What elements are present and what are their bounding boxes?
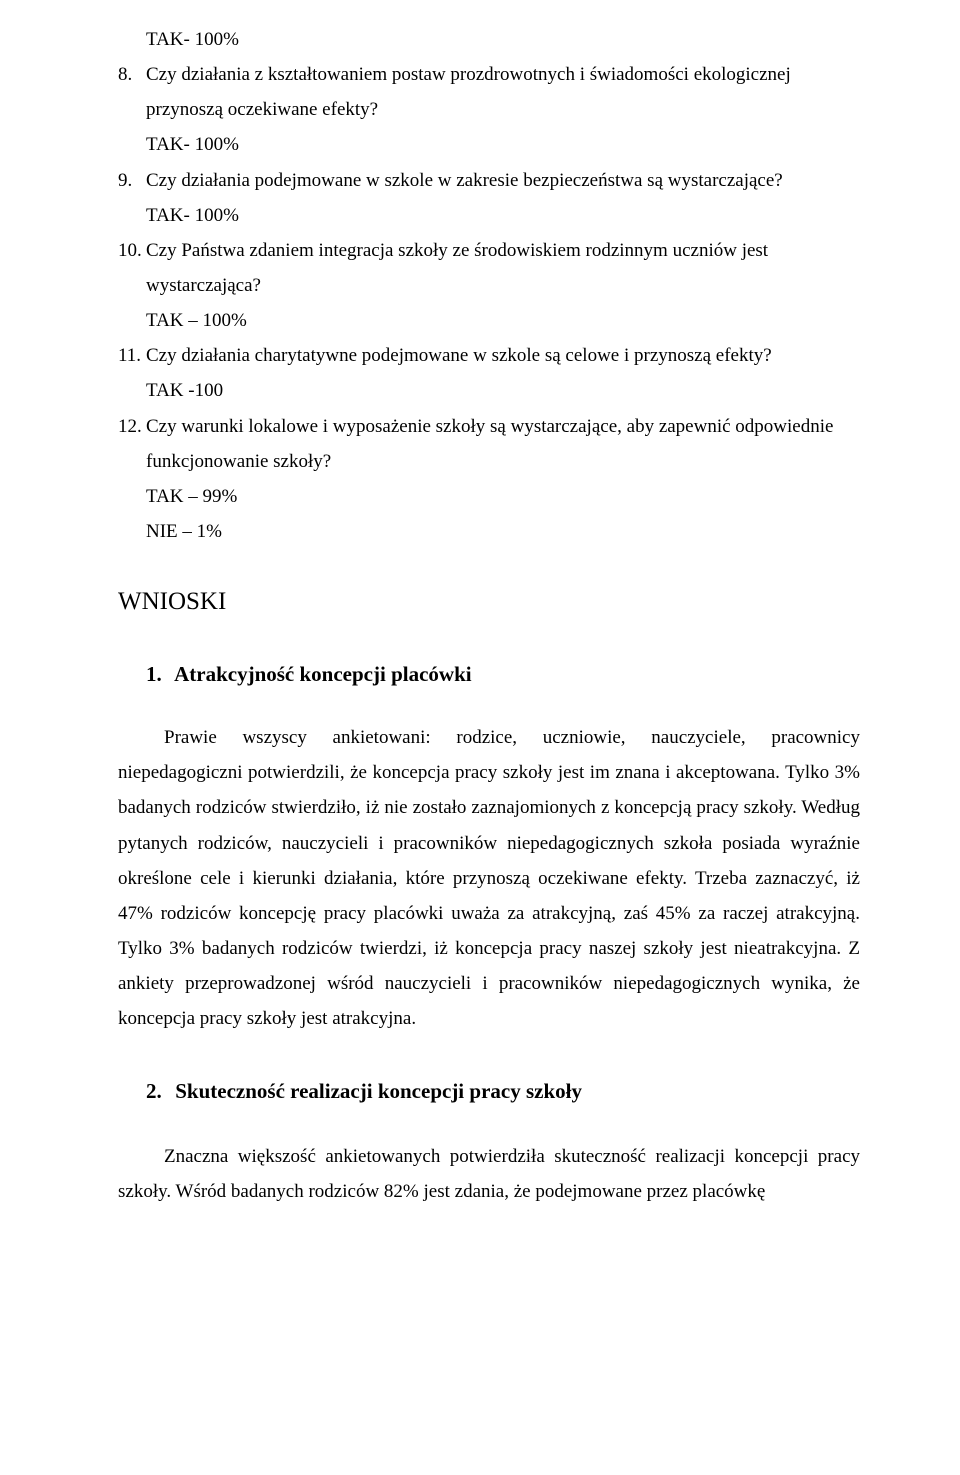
section-1-title: Atrakcyjność koncepcji placówki: [174, 662, 472, 686]
section-2-number: 2.: [146, 1072, 170, 1111]
item-answer: TAK -100: [146, 373, 860, 408]
item-number: 11.: [118, 338, 146, 373]
item-number: 10.: [118, 233, 146, 303]
section-1-number: 1.: [146, 655, 170, 694]
section-1-paragraph: Prawie wszyscy ankietowani: rodzice, ucz…: [118, 720, 860, 1036]
item-answer: TAK – 99%: [146, 479, 860, 514]
list-item-11: 11. Czy działania charytatywne podejmowa…: [118, 338, 860, 373]
item-number: 9.: [118, 163, 146, 198]
item-answer: TAK- 100%: [146, 198, 860, 233]
section-2-title: Skuteczność realizacji koncepcji pracy s…: [175, 1079, 582, 1103]
section-1-heading: 1. Atrakcyjność koncepcji placówki: [118, 655, 860, 694]
list-item-12: 12. Czy warunki lokalowe i wyposażenie s…: [118, 409, 860, 479]
heading-wnioski: WNIOSKI: [118, 579, 860, 625]
item-answer: TAK – 100%: [146, 303, 860, 338]
item-question: Czy działania charytatywne podejmowane w…: [146, 338, 860, 373]
item-question: Czy działania z kształtowaniem postaw pr…: [146, 57, 860, 127]
item-question: Czy działania podejmowane w szkole w zak…: [146, 163, 860, 198]
item-number: 8.: [118, 57, 146, 127]
item-number: 12.: [118, 409, 146, 479]
list-item-8: 8. Czy działania z kształtowaniem postaw…: [118, 57, 860, 127]
list-item-10: 10. Czy Państwa zdaniem integracja szkoł…: [118, 233, 860, 303]
item-question: Czy Państwa zdaniem integracja szkoły ze…: [146, 233, 860, 303]
item-answer-2: NIE – 1%: [146, 514, 860, 549]
list-item-9: 9. Czy działania podejmowane w szkole w …: [118, 163, 860, 198]
section-2-heading: 2. Skuteczność realizacji koncepcji prac…: [146, 1072, 860, 1111]
item-question: Czy warunki lokalowe i wyposażenie szkoł…: [146, 409, 860, 479]
answer-prev: TAK- 100%: [146, 22, 860, 57]
section-2-paragraph: Znaczna większość ankietowanych potwierd…: [118, 1139, 860, 1209]
item-answer: TAK- 100%: [146, 127, 860, 162]
